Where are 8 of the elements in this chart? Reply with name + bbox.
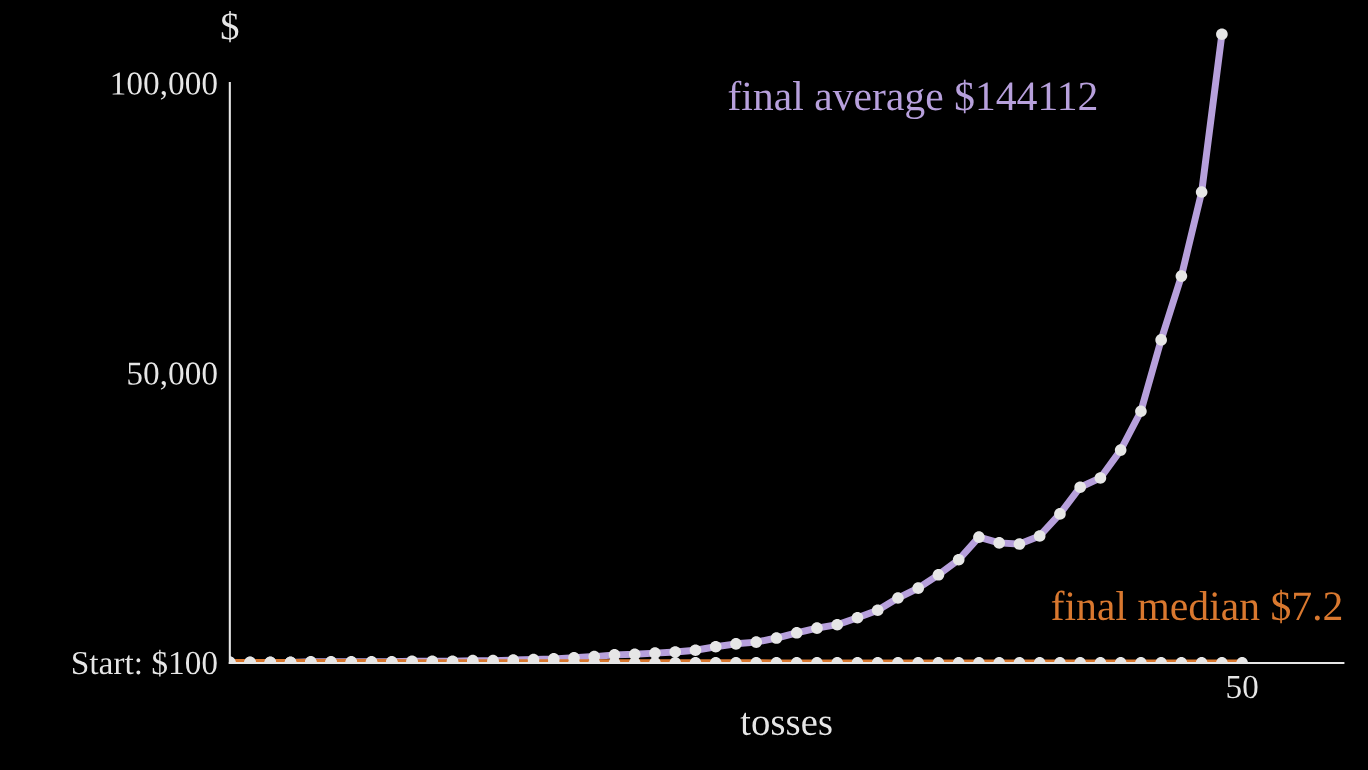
y-tick-label: 100,000 [112, 72, 217, 100]
x-tick-label: 50 [1227, 675, 1258, 699]
series-label: final median $7.2 [1051, 589, 1342, 624]
text: final average $144112 [728, 79, 1097, 120]
x-axis-title: tosses [740, 712, 832, 736]
y-axis-title: $ [221, 11, 239, 43]
y-tick-label: Start: $100 [73, 649, 217, 677]
y-tick-label: 50,000 [128, 362, 217, 390]
